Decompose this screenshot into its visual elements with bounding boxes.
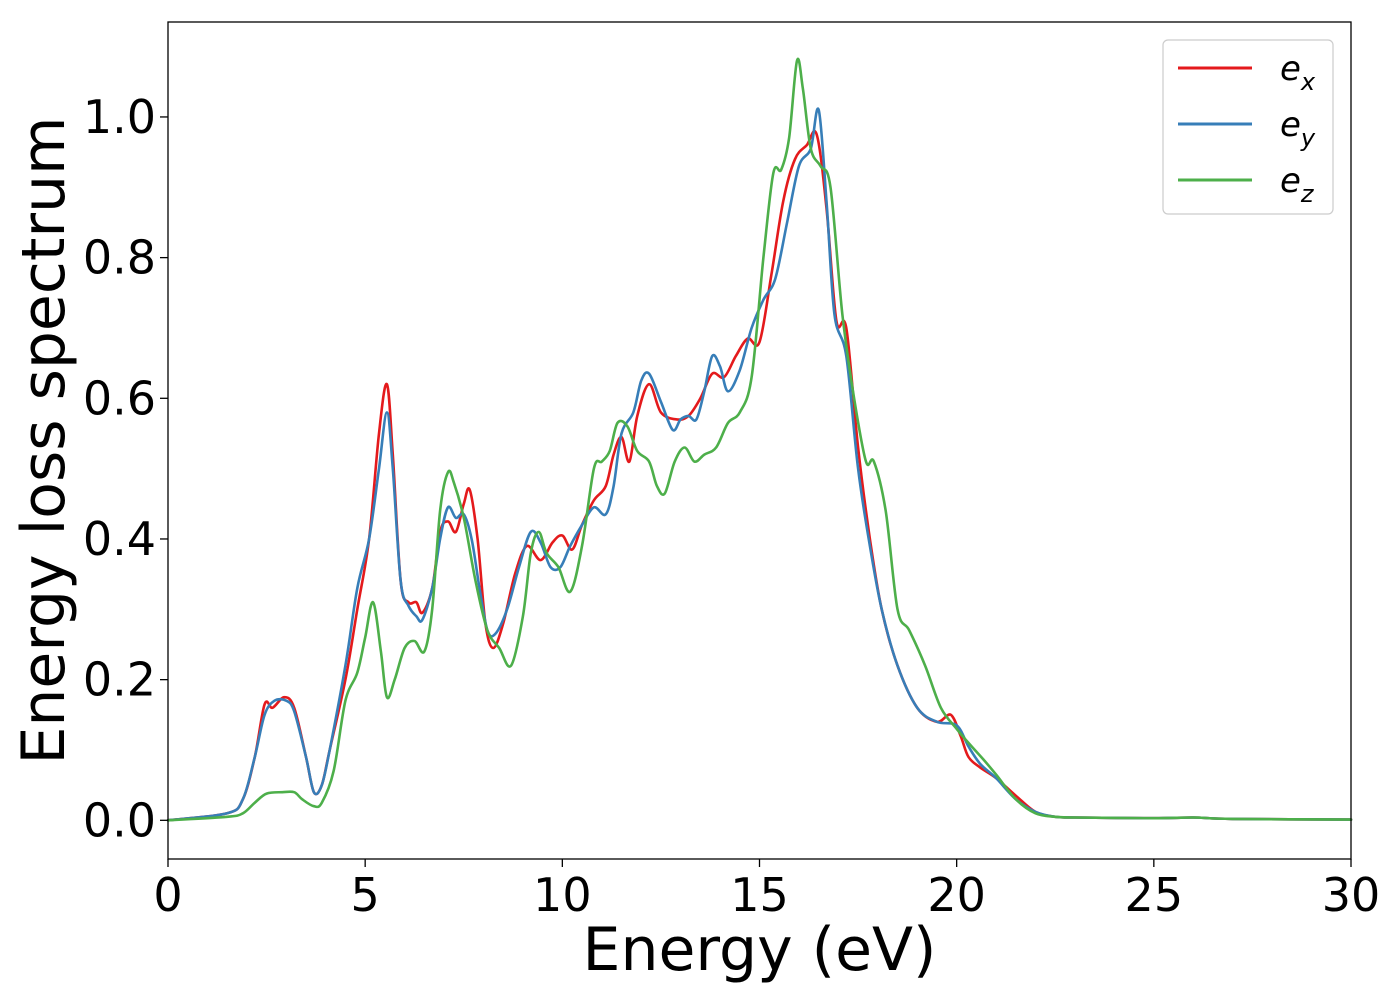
legend-label-ex: ex <box>1280 49 1316 96</box>
y-tick-label: 0.0 <box>83 793 156 847</box>
legend-label-ey: ey <box>1280 105 1316 152</box>
y-tick-label: 0.6 <box>83 371 156 425</box>
x-tick-label: 30 <box>1322 868 1381 922</box>
x-tick-label: 5 <box>351 868 380 922</box>
y-tick-label: 0.2 <box>83 653 156 707</box>
x-tick-label: 15 <box>730 868 789 922</box>
legend: ex ey ez <box>1162 39 1334 215</box>
y-tick-label: 1.0 <box>83 90 156 144</box>
x-axis-title: Energy (eV) <box>583 915 937 985</box>
series-layer <box>166 57 1353 822</box>
y-axis-title: Energy loss spectrum <box>9 116 79 764</box>
legend-box <box>1162 39 1334 215</box>
x-axis: 0 5 10 15 20 25 30 <box>153 859 1380 922</box>
y-tick-label: 0.8 <box>83 231 156 285</box>
y-axis: 0.0 0.2 0.4 0.6 0.8 1.0 <box>83 90 168 847</box>
x-tick-label: 25 <box>1125 868 1184 922</box>
x-tick-label: 10 <box>533 868 592 922</box>
x-tick-label: 0 <box>153 868 182 922</box>
legend-label-ez: ez <box>1280 161 1315 208</box>
series-line-ey <box>166 107 1353 822</box>
y-tick-label: 0.4 <box>83 512 156 566</box>
x-tick-label: 20 <box>927 868 986 922</box>
plot-area <box>168 22 1351 859</box>
series-line-ez <box>166 57 1353 822</box>
